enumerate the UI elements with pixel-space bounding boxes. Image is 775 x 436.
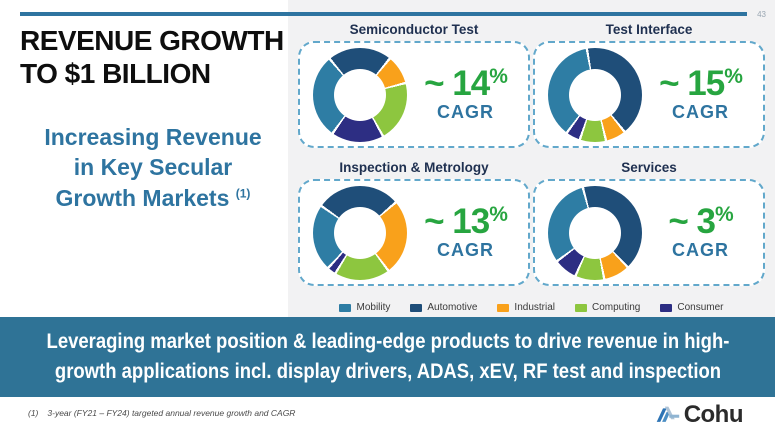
cagr-block: ~ 13% CAGR [407,204,528,261]
subtitle-footnote-ref: (1) [235,186,251,201]
subtitle-text: Increasing Revenue in Key Secular Growth… [44,124,262,211]
slide-subtitle: Increasing Revenue in Key Secular Growth… [37,122,269,213]
left-column: REVENUE GROWTH TO $1 BILLION Increasing … [20,24,286,213]
donut-chart [548,47,642,142]
banner-line-2: growth applications incl. display driver… [54,360,721,383]
banner-line-1: Leveraging market position & leading-edg… [46,329,729,353]
cagr-value: ~ 15% [659,64,743,103]
chart-cell: Inspection & Metrology ~ 13% CAGR [298,160,530,286]
legend-item: Automotive [410,302,477,313]
legend-swatch [410,303,423,312]
donut-chart [313,47,407,142]
legend-swatch [497,303,510,312]
cohu-logo-icon [654,400,681,429]
chart-cell: Services ~ 3% CAGR [533,160,765,286]
footnote-ref: (1) [28,408,39,418]
slide-title: REVENUE GROWTH TO $1 BILLION [20,25,284,90]
donut-hole [334,206,386,259]
legend-swatch [575,303,587,312]
chart-title: Inspection & Metrology [339,160,489,175]
legend-item: Mobility [339,302,390,313]
legend-label: Automotive [427,302,478,313]
legend-swatch [339,303,352,312]
legend-label: Consumer [677,302,724,313]
legend-label: Mobility [356,302,391,313]
footer: (1) 3-year (FY21 – FY24) targeted annual … [0,397,775,436]
cagr-label: CAGR [437,240,494,260]
charts-grid: Semiconductor Test ~ 14% CAGR Test Inter… [288,22,775,313]
cagr-block: ~ 14% CAGR [407,66,528,123]
cagr-block: ~ 15% CAGR [642,66,763,123]
chart-card: ~ 13% CAGR [298,179,530,286]
banner-text: Leveraging market position & leading-edg… [46,327,729,388]
donut-hole [334,68,386,121]
cagr-label: CAGR [437,102,494,122]
cagr-block: ~ 3% CAGR [642,204,763,261]
cagr-value: ~ 3% [668,202,733,241]
donut-chart [313,185,407,280]
bottom-banner: Leveraging market position & leading-edg… [0,317,775,397]
chart-title: Test Interface [605,22,693,37]
chart-title: Semiconductor Test [349,22,479,37]
chart-card: ~ 15% CAGR [533,41,765,148]
footnote-text: 3-year (FY21 – FY24) targeted annual rev… [47,408,296,418]
chart-cell: Test Interface ~ 15% CAGR [533,22,765,148]
chart-card: ~ 14% CAGR [298,41,530,148]
chart-card: ~ 3% CAGR [533,179,765,286]
legend-label: Industrial [514,302,555,313]
cohu-logo: Cohu [654,400,744,429]
cagr-label: CAGR [672,240,729,260]
legend-item: Computing [575,302,640,313]
chart-legend: Mobility Automotive Industrial Computing… [298,302,765,313]
legend-swatch [660,303,673,312]
cagr-value: ~ 13% [424,202,508,241]
cohu-logo-text: Cohu [683,400,744,428]
chart-title: Services [621,160,677,175]
legend-item: Consumer [660,302,724,313]
page-number: 43 [757,10,766,19]
footnote: (1) 3-year (FY21 – FY24) targeted annual … [28,408,295,418]
chart-cell: Semiconductor Test ~ 14% CAGR [298,22,530,148]
donut-chart [548,185,642,280]
donut-hole [569,206,621,259]
cagr-value: ~ 14% [424,64,508,103]
legend-item: Industrial [497,302,555,313]
top-divider-rule [20,12,747,16]
legend-label: Computing [592,302,641,313]
cagr-label: CAGR [672,102,729,122]
donut-hole [569,68,621,121]
